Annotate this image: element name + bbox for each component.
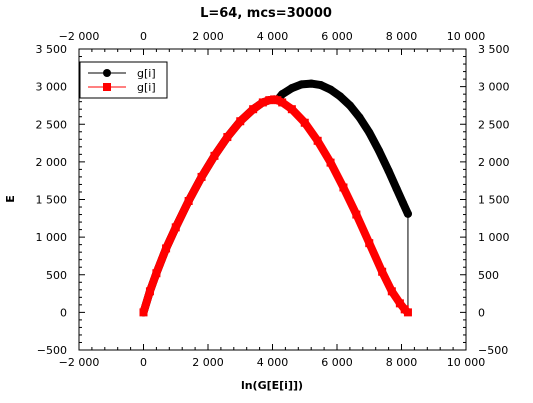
y-tick-label-left: 500 (46, 269, 67, 282)
legend: g[i] g[i] (79, 61, 168, 99)
series-2-point (339, 183, 348, 192)
y-tick-label-right: 2 500 (478, 118, 510, 131)
series-2-point (326, 158, 335, 167)
series-2-point (265, 96, 274, 105)
series-2-point (139, 308, 148, 317)
y-tick-label-left: 2 500 (36, 118, 68, 131)
y-tick-label-left: −500 (37, 344, 67, 357)
series-2-point (249, 105, 258, 114)
series-1-point (355, 113, 364, 122)
axis-tick-labels: −2 000 −2 000 0 0 2 000 2 000 4 000 4 000 6 000 6… (36, 30, 510, 369)
y-tick-label-right: 2 000 (478, 156, 510, 169)
series-2-point (162, 244, 171, 253)
x-tick-label-bottom: 10 000 (447, 356, 486, 369)
y-tick-label-left: 1 500 (36, 194, 68, 207)
x-tick-label-bottom: 0 (140, 356, 147, 369)
series-1-point (336, 92, 345, 101)
y-tick-label-right: 3 000 (478, 81, 510, 94)
series-1-point (403, 209, 412, 218)
y-tick-label-left: 2 000 (36, 156, 68, 169)
x-tick-label-bottom: 4 000 (257, 356, 289, 369)
x-tick-label-top: 0 (140, 30, 147, 43)
series-2-point (278, 98, 287, 107)
y-tick-label-right: 0 (478, 306, 485, 319)
x-tick-label-top: 6 000 (321, 30, 353, 43)
series-2-point (223, 133, 232, 142)
series-1-point (307, 79, 316, 88)
y-tick-label-right: 3 500 (478, 43, 510, 56)
series-2-point (197, 172, 206, 181)
series-2-point (287, 105, 296, 114)
series-2-point (184, 197, 193, 206)
series-2-point (210, 151, 219, 160)
data-marks (139, 79, 412, 317)
y-tick-label-right: 1 000 (478, 231, 510, 244)
series-2-point (236, 117, 245, 126)
chart-title: L=64, mcs=30000 (200, 6, 332, 21)
legend-label-series-1: g[i] (137, 67, 156, 80)
series-1-point (278, 90, 287, 99)
x-tick-label-top: 8 000 (386, 30, 418, 43)
series-2-point (378, 267, 387, 276)
series-2-point (152, 269, 161, 278)
y-tick-label-right: 500 (478, 269, 499, 282)
series-1-point (365, 128, 374, 137)
x-tick-label-bottom: 6 000 (321, 356, 353, 369)
legend-label-series-2: g[i] (137, 81, 156, 94)
x-tick-label-top: −2 000 (59, 30, 100, 43)
series-1-point (392, 184, 401, 193)
series-2-point (352, 210, 361, 219)
legend-marker-series-1 (103, 69, 111, 77)
y-tick-label-left: 3 500 (36, 43, 68, 56)
y-tick-label-right: −500 (478, 344, 508, 357)
y-tick-label-left: 0 (60, 306, 67, 319)
series-2-point (171, 223, 180, 232)
legend-marker-series-2 (103, 83, 111, 91)
x-axis-label: ln(G[E[i]]) (241, 379, 303, 392)
x-tick-label-bottom: 2 000 (192, 356, 224, 369)
y-tick-label-left: 3 000 (36, 81, 68, 94)
legend-box (79, 61, 168, 99)
series-1-band (139, 79, 412, 317)
series-2-point (395, 299, 404, 308)
x-tick-label-bottom: −2 000 (59, 356, 100, 369)
x-tick-label-top: 4 000 (257, 30, 289, 43)
series-1-point (384, 166, 393, 175)
x-tick-label-bottom: 8 000 (386, 356, 418, 369)
series-2-point (300, 118, 309, 127)
series-1-point (399, 199, 408, 208)
series-2-point (273, 96, 282, 105)
series-2-point (313, 136, 322, 145)
series-1-point (345, 101, 354, 110)
series-1-point (316, 81, 325, 90)
series-2-point (365, 239, 374, 248)
y-tick-label-right: 1 500 (478, 194, 510, 207)
series-2-point (145, 287, 154, 296)
x-tick-label-top: 10 000 (447, 30, 486, 43)
y-tick-label-left: 1 000 (36, 231, 68, 244)
x-tick-label-top: 2 000 (192, 30, 224, 43)
series-1-point (287, 84, 296, 93)
series-2-point (387, 287, 396, 296)
series-1-point (326, 85, 335, 94)
series-2-point (403, 308, 412, 317)
series-1-point (374, 146, 383, 155)
y-axis-label: E (4, 195, 17, 203)
series-2-point (258, 98, 267, 107)
series-1-point (297, 80, 306, 89)
